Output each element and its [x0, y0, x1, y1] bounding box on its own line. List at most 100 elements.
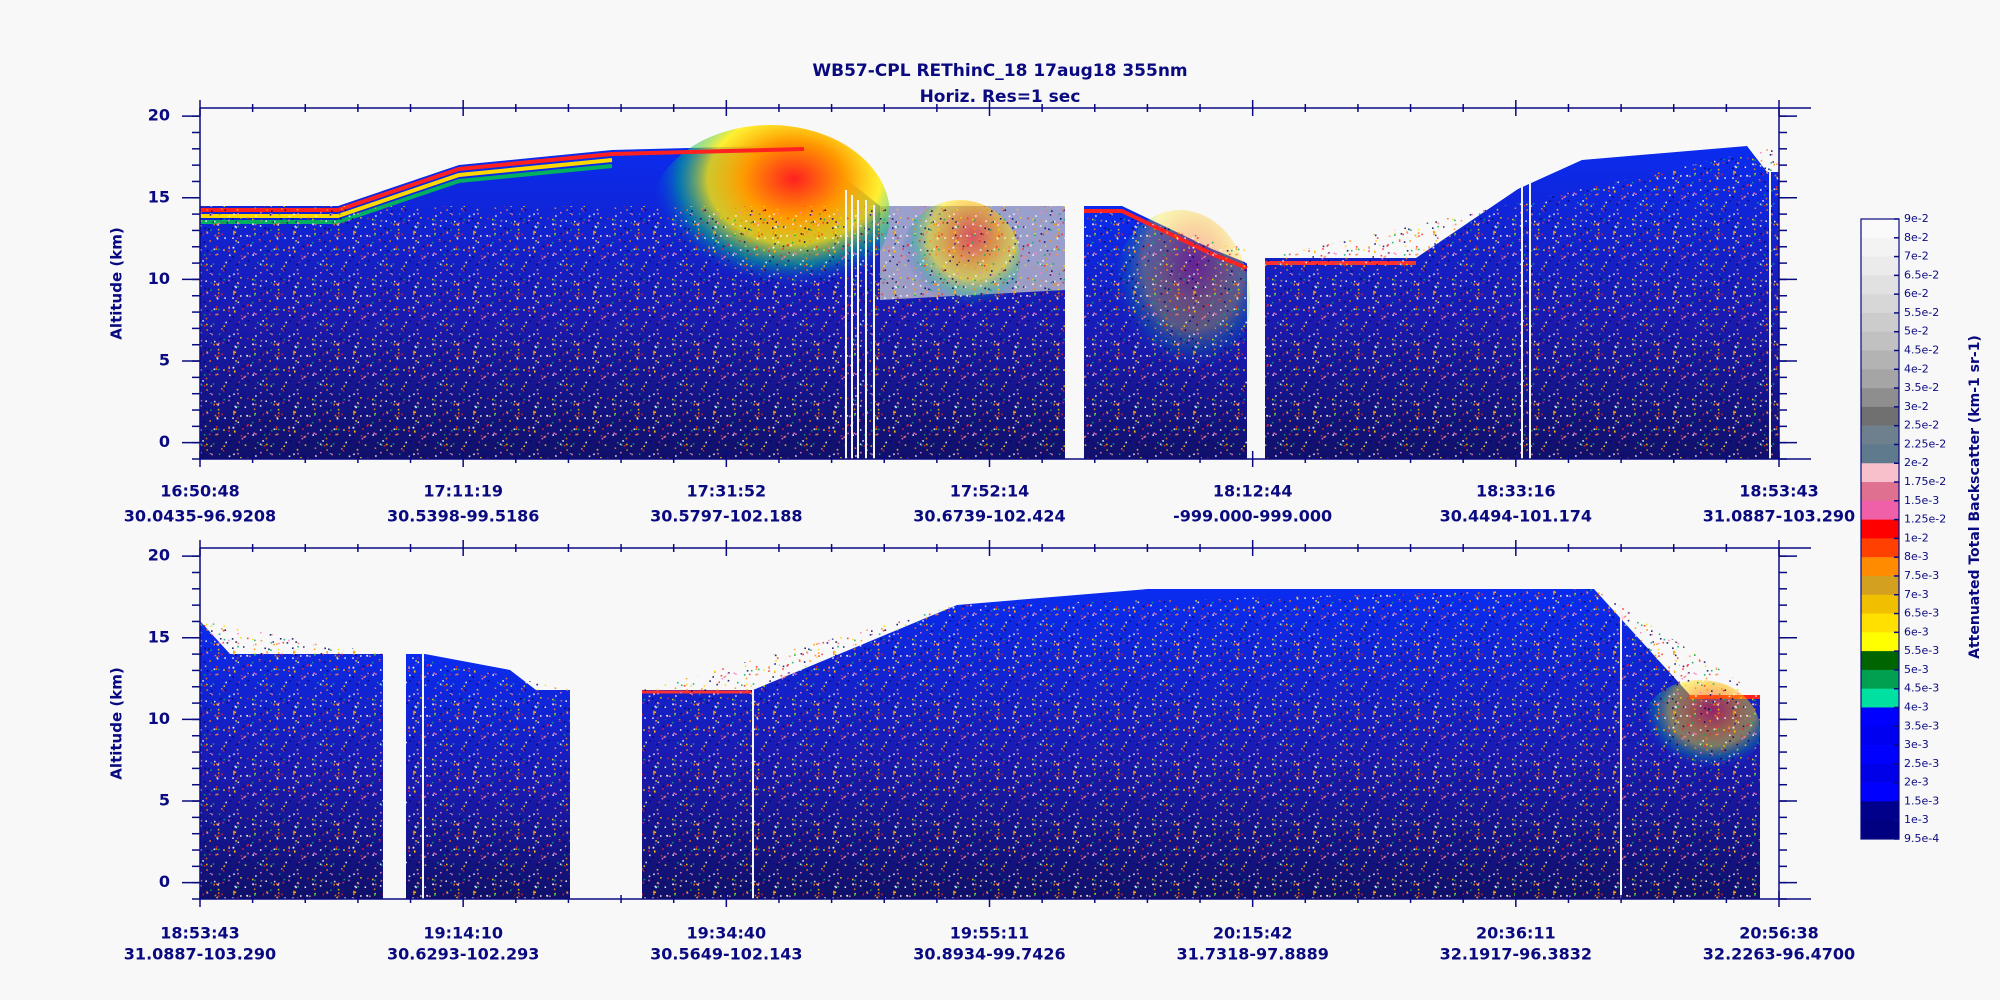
colorbar-frame	[1860, 218, 1900, 840]
colorbar-tick-label: 1.75e-2	[1904, 475, 1946, 488]
color-band	[1861, 669, 1899, 689]
colorbar-tick-label: 6e-3	[1904, 625, 1929, 638]
x-tick-location: 31.0887-103.290	[124, 945, 276, 964]
colorbar-tick-label: 1.25e-2	[1904, 513, 1946, 526]
color-band	[1861, 820, 1899, 840]
x-tick-location: 31.7318-97.8889	[1176, 945, 1328, 964]
x-tick-label: 19:34:40	[687, 924, 767, 943]
colorbar-tick-label: 6.5e-2	[1904, 268, 1939, 281]
color-band	[1861, 538, 1899, 558]
colorbar-tick-label: 3e-2	[1904, 400, 1929, 413]
colorbar-tick-label: 4.5e-2	[1904, 344, 1939, 357]
x-tick-label: 18:33:16	[1476, 482, 1556, 501]
color-band	[1861, 350, 1899, 370]
color-band	[1861, 294, 1899, 314]
color-band	[1861, 482, 1899, 502]
colorbar-tick-label: 1e-3	[1904, 813, 1929, 826]
x-tick-label: 17:52:14	[950, 482, 1030, 501]
color-band	[1861, 275, 1899, 295]
color-band	[1861, 557, 1899, 577]
color-band	[1861, 801, 1899, 821]
x-tick-location: 30.6293-102.293	[387, 945, 539, 964]
colorbar-tick-label: 7e-2	[1904, 250, 1929, 263]
colorbar-tick-label: 2e-3	[1904, 776, 1929, 789]
colorbar-tick-label: 5e-3	[1904, 663, 1929, 676]
x-tick-label: 18:53:43	[1739, 482, 1819, 501]
x-tick-label: 19:14:10	[423, 924, 503, 943]
colorbar-tick-label: 8e-3	[1904, 550, 1929, 563]
curtain-top	[200, 125, 1779, 459]
x-tick-location: 30.0435-96.9208	[124, 507, 276, 526]
color-band	[1861, 575, 1899, 596]
x-tick-label: 18:53:43	[160, 924, 240, 943]
x-tick-label: 20:36:11	[1476, 924, 1556, 943]
x-tick-location: 30.5649-102.143	[650, 945, 802, 964]
x-tick-location: 32.2263-96.4700	[1703, 945, 1855, 964]
colorbar-tick-label: 5e-2	[1904, 325, 1929, 338]
color-band	[1861, 651, 1899, 671]
colorbar-tick-label: 3e-3	[1904, 738, 1929, 751]
y-tick-label: 10	[148, 269, 170, 288]
color-band	[1861, 369, 1899, 389]
color-band	[1861, 425, 1899, 445]
color-band	[1861, 312, 1899, 333]
color-band	[1861, 237, 1899, 257]
colorbar-tick-label: 7e-3	[1904, 588, 1929, 601]
colorbar-tick-label: 2.5e-2	[1904, 419, 1939, 432]
color-band	[1861, 500, 1899, 520]
colorbar-tick-label: 9e-2	[1904, 212, 1929, 225]
color-band	[1861, 388, 1899, 408]
x-tick-location: 32.1917-96.3832	[1440, 945, 1592, 964]
colorbar-tick-label: 2.25e-2	[1904, 437, 1946, 450]
color-band	[1861, 613, 1899, 633]
colorbar-label: Attenuated Total Backscatter (km-1 sr-1)	[1967, 335, 1983, 659]
x-tick-label: 18:12:44	[1213, 482, 1293, 501]
y-tick-label: 5	[159, 351, 170, 370]
x-tick-location: 30.4494-101.174	[1440, 507, 1592, 526]
colorbar-tick-label: 4e-2	[1904, 362, 1929, 375]
colorbar-tick-label: 7.5e-3	[1904, 569, 1939, 582]
colorbar-tick-label: 1e-2	[1904, 531, 1929, 544]
color-band	[1861, 726, 1899, 746]
x-tick-label: 16:50:48	[160, 482, 240, 501]
y-tick-label: 0	[159, 872, 170, 891]
colorbar-tick-label: 6.5e-3	[1904, 607, 1939, 620]
colorbar-tick-label: 5.5e-2	[1904, 306, 1939, 319]
x-tick-label: 17:11:19	[423, 482, 503, 501]
y-tick-label: 0	[159, 432, 170, 451]
color-band	[1861, 688, 1899, 708]
x-tick-location: 30.5797-102.188	[650, 507, 802, 526]
colorbar-tick-label: 8e-2	[1904, 231, 1929, 244]
y-tick-label: 20	[148, 106, 170, 125]
color-band	[1861, 745, 1899, 765]
colorbar-tick-label: 2e-2	[1904, 456, 1929, 469]
colorbar-tick-label: 3.5e-2	[1904, 381, 1939, 394]
colorbar-tick-label: 1.5e-3	[1904, 794, 1939, 807]
y-tick-label: 15	[148, 187, 170, 206]
color-band	[1861, 406, 1899, 426]
colorbar-tick-label: 4e-3	[1904, 700, 1929, 713]
x-tick-location: 30.5398-99.5186	[387, 507, 539, 526]
color-band	[1861, 594, 1899, 614]
y-axis-label: Altitude (km)	[108, 667, 126, 779]
x-tick-location: 31.0887-103.290	[1703, 507, 1855, 526]
color-band	[1861, 632, 1899, 652]
x-tick-location: -999.000-999.000	[1173, 507, 1332, 526]
y-tick-label: 10	[148, 709, 170, 728]
chart-subtitle: Horiz. Res=1 sec	[920, 87, 1081, 107]
x-tick-label: 17:31:52	[687, 482, 767, 501]
color-band	[1861, 463, 1899, 483]
colorbar-tick-label: 2.5e-3	[1904, 757, 1939, 770]
y-axis-label: Altitude (km)	[108, 227, 126, 339]
colorbar-tick-label: 4.5e-3	[1904, 682, 1939, 695]
y-tick-label: 20	[148, 546, 170, 565]
color-band	[1861, 519, 1899, 539]
color-band	[1861, 219, 1899, 239]
color-band	[1861, 444, 1899, 464]
color-band	[1861, 331, 1899, 351]
color-band	[1861, 763, 1899, 783]
colorbar-tick-label: 1.5e-3	[1904, 494, 1939, 507]
curtain-bottom	[200, 589, 1760, 899]
colorbar-tick-label: 9.5e-4	[1904, 832, 1939, 845]
